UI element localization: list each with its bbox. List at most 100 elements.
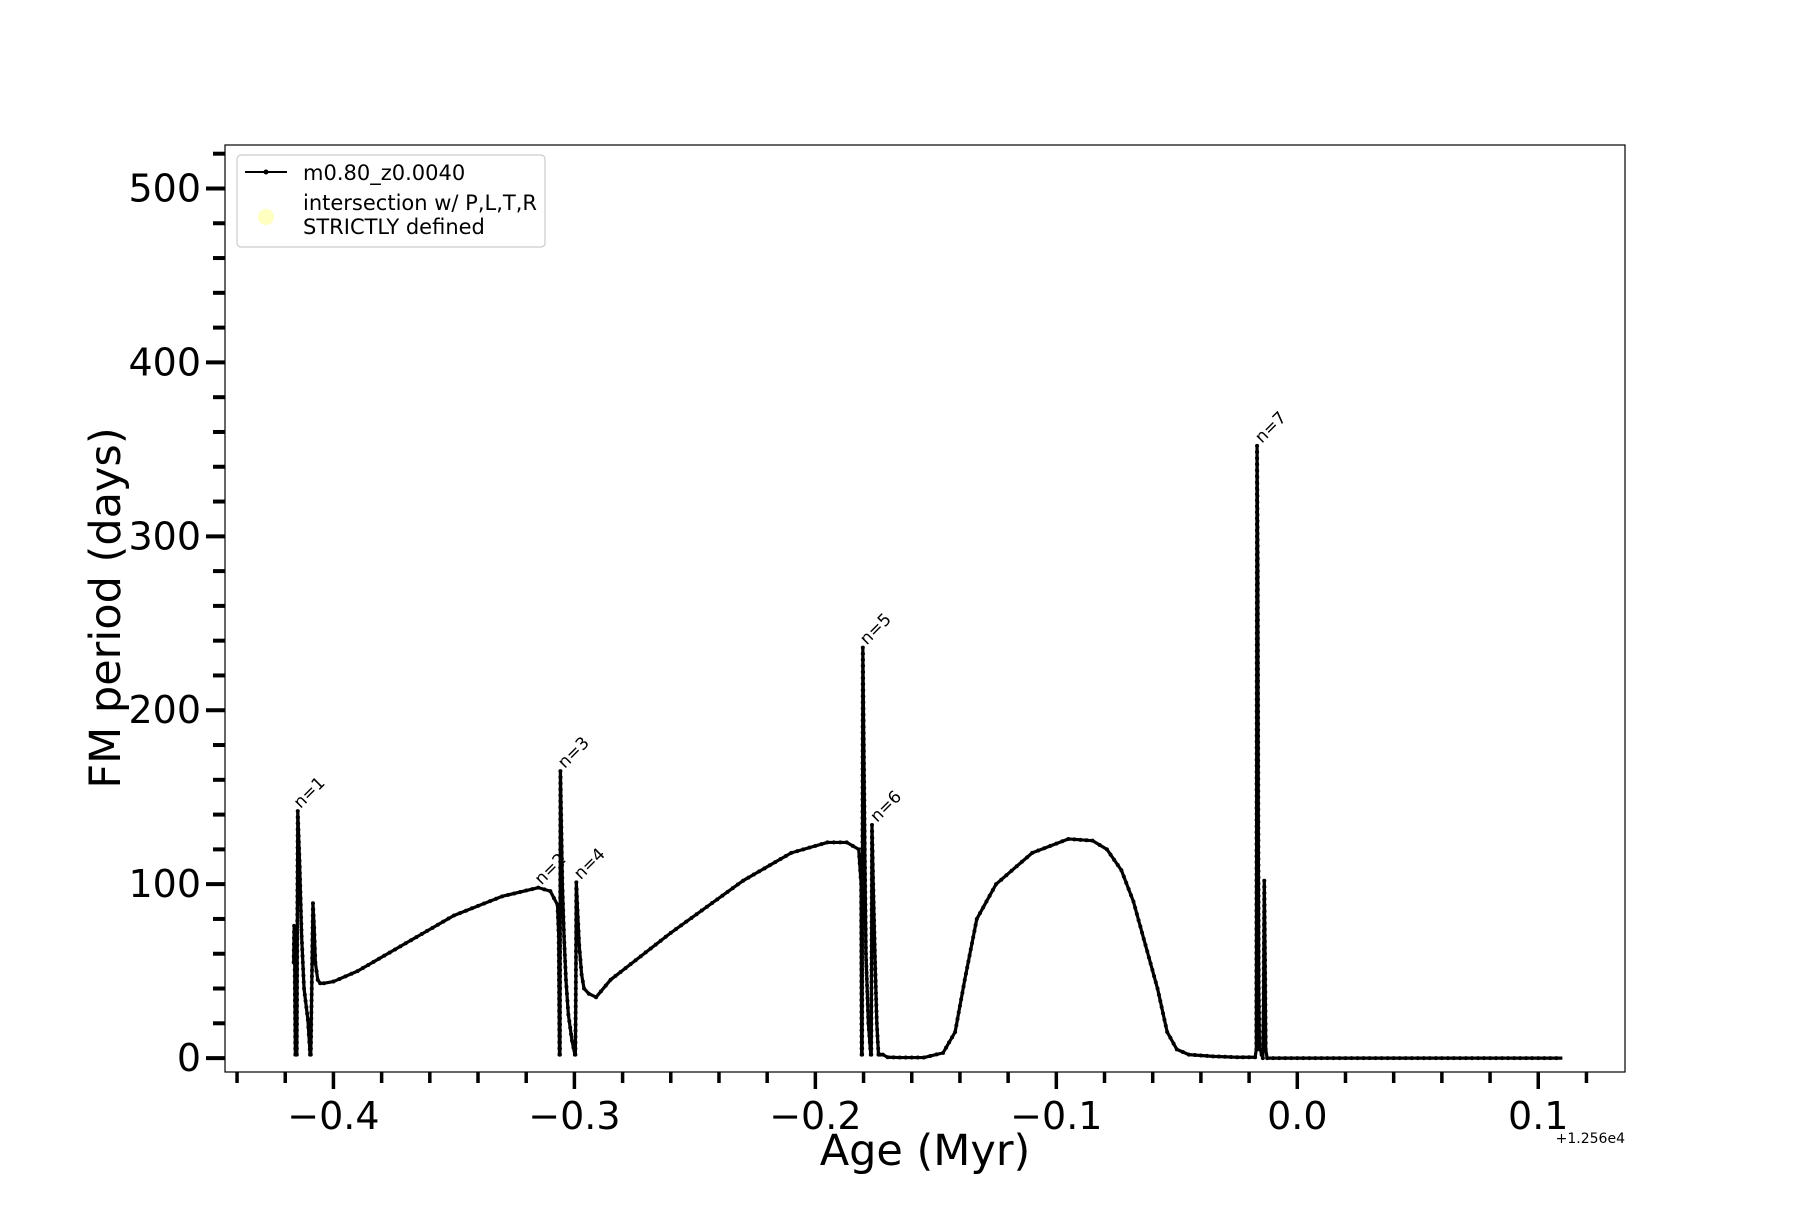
data-point xyxy=(393,947,398,952)
data-point xyxy=(860,1040,865,1045)
data-point xyxy=(1256,789,1261,794)
data-point xyxy=(1263,977,1268,982)
data-point xyxy=(1255,487,1260,492)
data-point xyxy=(863,951,868,956)
data-point xyxy=(1124,880,1129,885)
data-point xyxy=(463,908,468,913)
data-point xyxy=(1115,863,1120,868)
data-point xyxy=(294,1010,299,1014)
data-point xyxy=(308,1052,313,1057)
data-point xyxy=(941,1050,946,1055)
data-point xyxy=(559,812,564,817)
data-point xyxy=(861,694,866,699)
data-point xyxy=(1262,921,1267,926)
data-point xyxy=(576,936,581,941)
data-point xyxy=(1108,852,1113,857)
data-point xyxy=(871,900,876,905)
data-point xyxy=(1255,642,1260,647)
data-point xyxy=(866,1014,871,1019)
data-point xyxy=(561,914,566,919)
data-point xyxy=(694,912,699,917)
data-point xyxy=(990,887,995,892)
data-point xyxy=(869,1022,874,1027)
data-point xyxy=(860,1052,865,1057)
data-point xyxy=(684,919,689,924)
data-point xyxy=(488,899,493,904)
data-point xyxy=(960,990,965,995)
x-tick-label: 0.1 xyxy=(1508,1094,1568,1138)
data-point xyxy=(860,979,865,984)
data-point xyxy=(1255,493,1260,498)
data-point xyxy=(299,915,304,920)
data-point xyxy=(658,938,663,943)
data-point xyxy=(558,986,563,991)
data-point xyxy=(403,941,408,946)
data-point xyxy=(446,916,451,921)
data-point xyxy=(309,992,314,997)
data-point xyxy=(1256,832,1261,837)
data-point xyxy=(1255,531,1260,536)
data-point xyxy=(298,902,303,907)
data-point xyxy=(1004,873,1009,878)
data-point xyxy=(1415,1056,1420,1061)
data-point xyxy=(861,688,866,693)
data-point xyxy=(860,1016,865,1021)
data-point xyxy=(1265,1056,1270,1061)
data-point xyxy=(872,936,877,941)
data-point xyxy=(860,657,865,662)
data-point xyxy=(558,901,563,906)
data-point xyxy=(1301,1056,1306,1061)
data-point xyxy=(312,939,317,944)
data-point xyxy=(875,1033,880,1038)
data-point xyxy=(1121,874,1126,879)
data-point xyxy=(1355,1056,1360,1061)
data-point xyxy=(435,922,440,927)
data-point xyxy=(973,923,978,928)
data-point xyxy=(294,1046,299,1051)
data-point xyxy=(573,961,578,966)
data-point xyxy=(1439,1056,1444,1061)
data-point xyxy=(1343,1056,1348,1061)
legend-entry-series: m0.80_z0.0040 xyxy=(303,161,465,186)
data-point xyxy=(295,918,300,923)
data-point xyxy=(862,810,867,815)
data-point xyxy=(965,965,970,970)
data-point xyxy=(643,950,648,955)
data-point xyxy=(1256,943,1261,948)
data-point xyxy=(663,934,668,939)
data-point xyxy=(1482,1056,1487,1061)
data-point xyxy=(360,966,365,971)
data-point xyxy=(773,860,778,865)
data-point xyxy=(564,984,569,989)
data-point xyxy=(1256,826,1261,831)
data-point xyxy=(560,875,565,880)
data-point xyxy=(1256,863,1261,868)
data-point xyxy=(1403,1056,1408,1061)
data-point xyxy=(1427,1056,1432,1061)
data-point xyxy=(1262,933,1267,938)
plot-frame xyxy=(224,144,1626,1073)
data-point xyxy=(1229,1055,1234,1059)
data-point xyxy=(864,977,869,982)
data-point xyxy=(310,949,315,954)
data-point xyxy=(972,929,977,934)
data-point xyxy=(1385,1056,1390,1061)
data-point xyxy=(860,973,865,978)
data-point xyxy=(310,956,315,961)
data-point xyxy=(1262,890,1267,895)
data-point xyxy=(860,906,865,911)
data-point xyxy=(577,943,582,948)
data-point xyxy=(1042,846,1047,851)
data-point xyxy=(1255,500,1260,505)
data-point xyxy=(574,911,579,916)
data-point xyxy=(580,979,585,984)
data-point xyxy=(573,998,578,1003)
data-point xyxy=(873,972,878,977)
data-point xyxy=(1379,1056,1384,1061)
data-point xyxy=(295,809,300,814)
data-point xyxy=(371,959,376,964)
data-point xyxy=(1367,1056,1372,1061)
data-point xyxy=(308,1046,313,1051)
data-point xyxy=(1397,1056,1402,1061)
